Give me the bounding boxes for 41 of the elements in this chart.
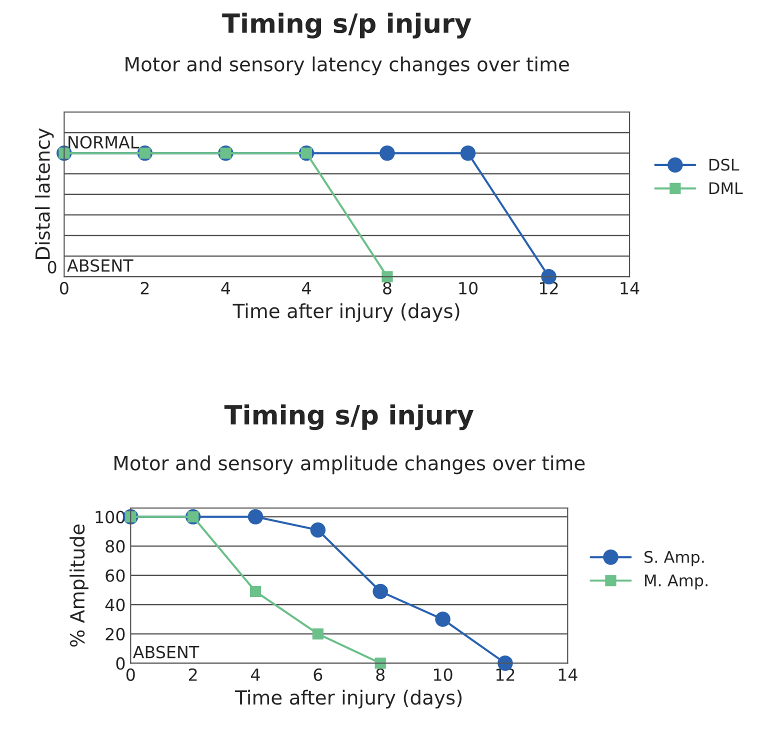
point: [435, 612, 450, 627]
point: [312, 628, 324, 640]
legend-label: M. Amp.: [645, 574, 708, 590]
x-tick-label: 4: [251, 668, 260, 681]
chart-subtitle: Motor and sensory latency changes over time: [126, 56, 569, 76]
x-tick-label: 6: [314, 668, 322, 681]
legend-label: DSL: [709, 158, 740, 171]
y-tick-label: 40: [105, 598, 125, 612]
x-tick-label: 8: [376, 668, 385, 681]
y-tick-label: 20: [106, 628, 125, 640]
x-axis-title: Time after injury (days): [232, 303, 460, 322]
point: [372, 584, 388, 600]
x-tick-label: 8: [383, 282, 392, 294]
chart-subtitle: Motor and sensory amplitude changes over time: [114, 455, 585, 474]
chart-title: Timing s/p injury: [224, 404, 474, 430]
annotation: NORMAL: [68, 136, 140, 149]
annotation: ABSENT: [67, 259, 134, 272]
x-tick-label: 4: [221, 282, 230, 294]
x-tick-label: 0: [60, 282, 68, 294]
point: [248, 509, 264, 524]
y-tick-label: 60: [106, 569, 125, 582]
annotation: ABSENT: [132, 646, 200, 658]
chart-title: Timing s/p injury: [222, 12, 472, 38]
point: [250, 586, 262, 598]
legend-label: DML: [709, 182, 743, 194]
x-tick-label: 4: [302, 282, 311, 294]
text: 0: [48, 260, 56, 274]
x-tick-label: 14: [620, 282, 640, 294]
y-tick-label: 0: [116, 657, 125, 670]
y-tick-label: 80: [106, 540, 125, 553]
x-tick-label: 0: [126, 668, 135, 681]
x-tick-label: 10: [434, 668, 452, 681]
x-tick-label: 10: [459, 282, 478, 294]
x-tick-label: 2: [188, 668, 197, 681]
point: [310, 522, 326, 538]
x-axis-title: Time after injury (days): [235, 690, 462, 709]
y-axis-title: % Amplitude: [70, 524, 88, 647]
x-tick-label: 14: [558, 668, 578, 681]
legend-label: S. Amp.: [644, 550, 704, 566]
y-axis-title: Distal latency: [34, 128, 54, 259]
x-tick-label: 2: [140, 282, 149, 294]
